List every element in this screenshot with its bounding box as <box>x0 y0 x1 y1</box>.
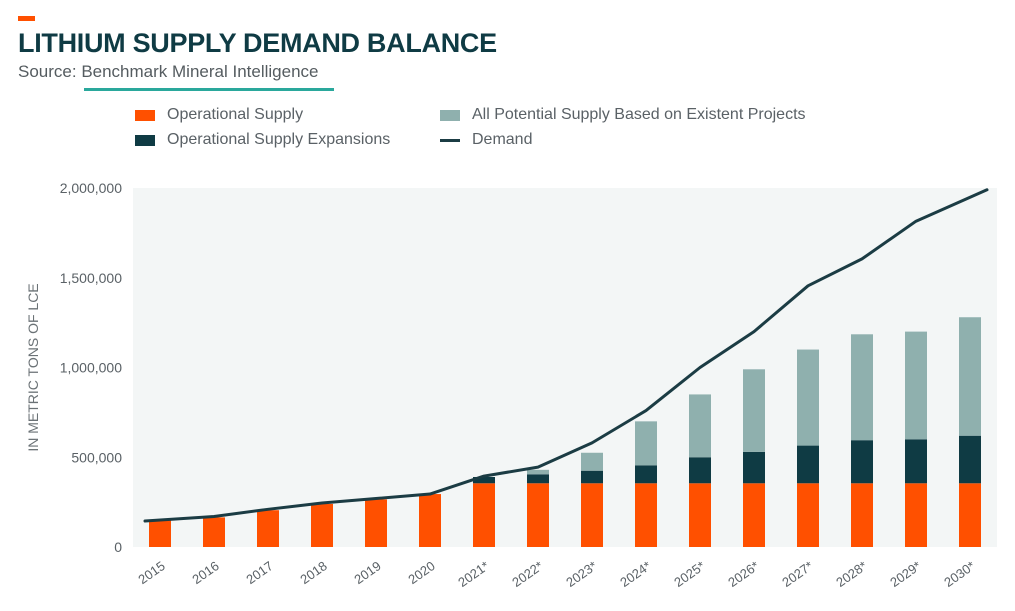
bar-expansions <box>959 435 981 484</box>
x-tick-label: 2019 <box>351 558 383 587</box>
bar-operational <box>149 520 171 547</box>
chart-source: Source: Benchmark Mineral Intelligence <box>18 62 318 82</box>
legend-label-operational-expansions: Operational Supply Expansions <box>167 131 391 148</box>
x-tick-label: 2027* <box>779 558 815 590</box>
bar-potential <box>527 469 549 475</box>
x-tick-label: 2029* <box>887 558 923 590</box>
bar-expansions <box>581 470 603 484</box>
chart-legend: Operational Supply Operational Supply Ex… <box>135 106 855 156</box>
bar-operational <box>851 483 873 547</box>
x-tick-label: 2026* <box>725 558 761 590</box>
bar-expansions <box>797 445 819 484</box>
bar-potential <box>905 331 927 440</box>
bar-operational <box>257 510 279 547</box>
y-axis-title: IN METRIC TONS OF LCE <box>25 283 41 451</box>
legend-swatch-operational-supply <box>135 109 155 121</box>
bar-operational <box>635 483 657 547</box>
x-tick-label: 2016 <box>189 558 221 587</box>
y-tick-label: 1,500,000 <box>60 270 122 286</box>
x-tick-label: 2015 <box>135 558 167 587</box>
bar-operational <box>959 483 981 547</box>
bar-expansions <box>473 476 495 484</box>
bar-operational <box>365 499 387 547</box>
bar-operational <box>419 494 441 547</box>
bar-operational <box>743 483 765 547</box>
x-tick-label: 2021* <box>455 558 491 590</box>
bar-potential <box>797 349 819 446</box>
y-tick-label: 2,000,000 <box>60 180 122 196</box>
legend-label-demand: Demand <box>472 131 533 148</box>
legend-item-operational-expansions: Operational Supply Expansions <box>135 131 390 149</box>
source-underline <box>84 88 334 91</box>
x-tick-label: 2018 <box>297 558 329 587</box>
legend-label-operational-supply: Operational Supply <box>167 106 304 123</box>
bar-operational <box>581 483 603 547</box>
x-tick-label: 2025* <box>671 558 707 590</box>
legend-label-potential-supply: All Potential Supply Based on Existent P… <box>472 106 806 123</box>
bar-potential <box>743 369 765 452</box>
x-tick-label: 2017 <box>243 558 275 587</box>
bar-expansions <box>689 457 711 484</box>
bar-potential <box>689 394 711 458</box>
bar-operational <box>797 483 819 547</box>
bar-expansions <box>635 465 657 484</box>
bar-expansions <box>527 474 549 484</box>
bar-operational <box>311 503 333 547</box>
chart-title: LITHIUM SUPPLY DEMAND BALANCE <box>18 28 497 58</box>
x-tick-label: 2023* <box>563 558 599 590</box>
legend-item-demand: Demand <box>440 131 532 149</box>
bar-potential <box>581 452 603 471</box>
legend-swatch-demand <box>440 138 460 142</box>
y-tick-label: 500,000 <box>71 449 122 465</box>
bar-operational <box>905 483 927 547</box>
bar-expansions <box>905 439 927 484</box>
bar-expansions <box>851 440 873 484</box>
legend-swatch-potential-supply <box>440 109 460 121</box>
header-accent-bar <box>18 16 35 21</box>
source-prefix: Source: <box>18 62 82 81</box>
x-tick-label: 2020 <box>405 558 437 587</box>
legend-item-operational-supply: Operational Supply <box>135 106 303 124</box>
demand-line <box>143 188 989 523</box>
bar-potential <box>851 334 873 441</box>
x-tick-label: 2028* <box>833 558 869 590</box>
source-name: Benchmark Mineral Intelligence <box>81 62 319 81</box>
x-tick-label: 2030* <box>941 558 977 590</box>
bar-operational <box>203 517 225 547</box>
x-tick-label: 2022* <box>509 558 545 590</box>
x-tick-label: 2024* <box>617 558 653 590</box>
bar-expansions <box>743 451 765 484</box>
bar-potential <box>959 317 981 436</box>
bar-potential <box>635 421 657 466</box>
bar-operational <box>473 483 495 547</box>
bar-operational <box>527 483 549 547</box>
bar-operational <box>689 483 711 547</box>
y-tick-label: 1,000,000 <box>60 360 122 376</box>
legend-swatch-operational-expansions <box>135 134 155 146</box>
legend-item-potential-supply: All Potential Supply Based on Existent P… <box>440 106 806 124</box>
y-tick-label: 0 <box>114 539 122 555</box>
